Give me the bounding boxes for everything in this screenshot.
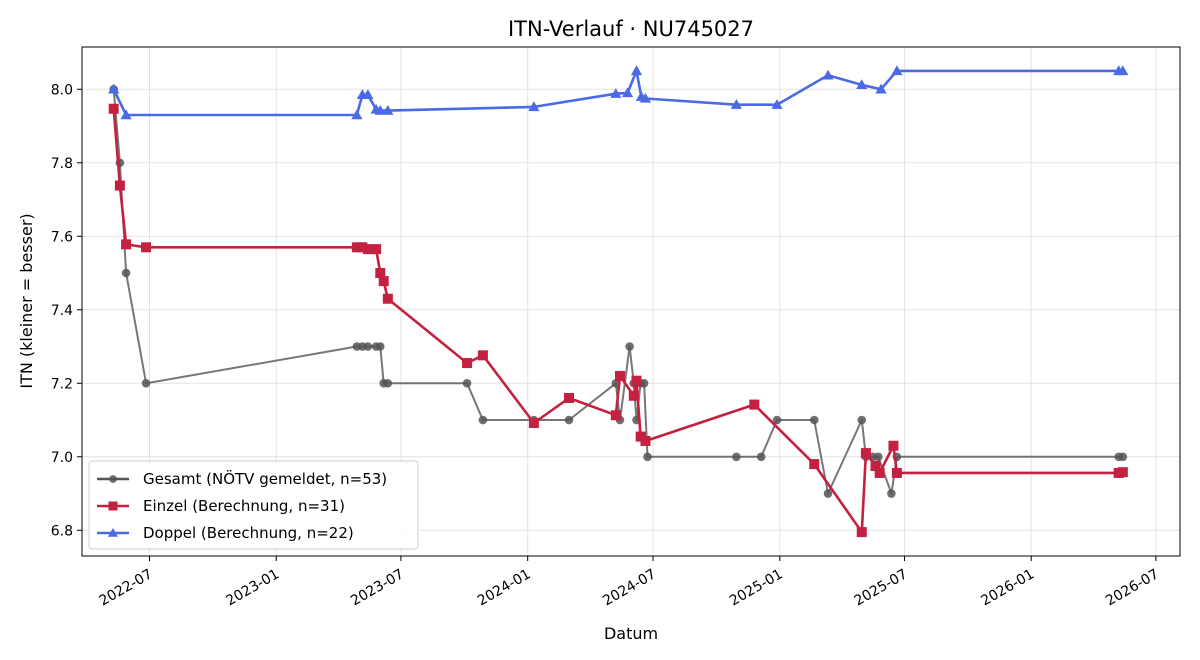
- data-point-square: [357, 242, 368, 253]
- data-point-triangle: [1117, 65, 1129, 76]
- data-point-square: [564, 392, 575, 403]
- y-tick-label: 6.8: [51, 523, 73, 539]
- data-point-square: [631, 375, 642, 386]
- data-point-square: [108, 103, 119, 114]
- data-point-triangle: [362, 89, 374, 99]
- data-point-triangle: [639, 92, 652, 103]
- data-point-circle: [639, 378, 649, 388]
- data-point-square: [462, 358, 473, 369]
- data-point-square: [351, 242, 362, 253]
- legend-label: Doppel (Berechnung, n=22): [143, 524, 354, 542]
- data-point-square: [114, 180, 125, 191]
- data-point-circle: [1118, 452, 1128, 462]
- data-point-square: [891, 467, 902, 478]
- data-point-circle: [887, 489, 896, 498]
- y-tick-label: 7.2: [51, 376, 73, 392]
- data-point-circle: [625, 342, 634, 351]
- data-point-circle: [873, 452, 883, 462]
- legend-marker: [109, 475, 117, 483]
- y-tick-label: 7.6: [51, 229, 73, 245]
- data-point-triangle: [891, 65, 903, 76]
- data-point-square: [640, 435, 651, 446]
- y-tick-label: 7.8: [51, 156, 73, 172]
- data-point-square: [371, 244, 382, 255]
- data-point-square: [856, 527, 867, 538]
- data-point-square: [870, 460, 881, 471]
- data-point-square: [860, 448, 871, 459]
- data-point-square: [382, 293, 393, 304]
- data-point-triangle: [730, 99, 742, 109]
- series-layer: [108, 65, 1129, 538]
- data-point-triangle: [610, 88, 622, 98]
- data-point-triangle: [630, 65, 643, 76]
- data-point-triangle: [374, 104, 386, 115]
- series-square: [108, 103, 1128, 538]
- data-point-square: [362, 244, 373, 255]
- data-point-circle: [732, 452, 741, 462]
- data-point-circle: [462, 378, 472, 388]
- data-point-square: [888, 440, 899, 451]
- data-point-triangle: [856, 79, 868, 90]
- y-axis-label: ITN (kleiner = besser): [17, 213, 36, 388]
- data-point-circle: [772, 415, 782, 425]
- legend-box: [88, 460, 419, 550]
- data-point-circle: [478, 415, 488, 425]
- y-axis: 6.8 7.0 7.2 7.4 7.6 7.8 8.0: [51, 82, 82, 539]
- data-point-triangle: [875, 83, 887, 94]
- grid-lines: [82, 47, 1180, 556]
- data-point-square: [375, 268, 386, 279]
- data-point-circle: [141, 378, 151, 388]
- data-point-triangle: [108, 83, 120, 94]
- data-point-circle: [363, 342, 373, 351]
- data-point-circle: [756, 452, 766, 462]
- data-point-circle: [564, 415, 574, 425]
- series-triangle: [108, 65, 1129, 120]
- data-point-circle: [643, 452, 652, 462]
- data-point-circle: [809, 415, 819, 425]
- data-point-square: [378, 276, 389, 287]
- data-point-triangle: [771, 99, 783, 109]
- legend-marker: [107, 527, 119, 537]
- data-point-circle: [121, 268, 131, 278]
- data-point-circle: [383, 378, 393, 388]
- data-point-square: [528, 417, 539, 428]
- legend-marker: [108, 501, 118, 511]
- data-point-triangle: [351, 109, 363, 120]
- y-tick-label: 7.0: [51, 450, 73, 466]
- data-point-square: [610, 410, 621, 421]
- y-tick-label: 8.0: [51, 82, 73, 98]
- plot-frame: [81, 46, 1181, 557]
- legend: Gesamt (NÖTV gemeldet, n=53) Einzel (Bere…: [88, 460, 419, 550]
- y-tick-label: 7.4: [51, 303, 73, 319]
- x-axis-label: Datum: [604, 624, 658, 643]
- data-point-square: [141, 242, 152, 253]
- chart-title: ITN-Verlauf · NU745027: [508, 17, 754, 41]
- data-point-square: [874, 467, 885, 478]
- data-point-square: [749, 399, 760, 410]
- data-point-square: [614, 370, 625, 381]
- data-point-square: [809, 459, 820, 470]
- data-point-circle: [375, 342, 385, 351]
- legend-label: Einzel (Berechnung, n=31): [143, 497, 345, 515]
- data-point-square: [1117, 467, 1128, 478]
- data-point-triangle: [822, 69, 834, 80]
- data-point-circle: [823, 489, 833, 498]
- legend-label: Gesamt (NÖTV gemeldet, n=53): [143, 469, 387, 488]
- data-point-triangle: [120, 109, 132, 120]
- data-point-square: [477, 350, 488, 361]
- data-point-triangle: [621, 87, 634, 98]
- data-point-circle: [857, 415, 867, 425]
- data-point-triangle: [382, 104, 394, 115]
- data-point-square: [628, 390, 639, 401]
- data-point-square: [121, 239, 132, 250]
- data-point-triangle: [528, 101, 540, 112]
